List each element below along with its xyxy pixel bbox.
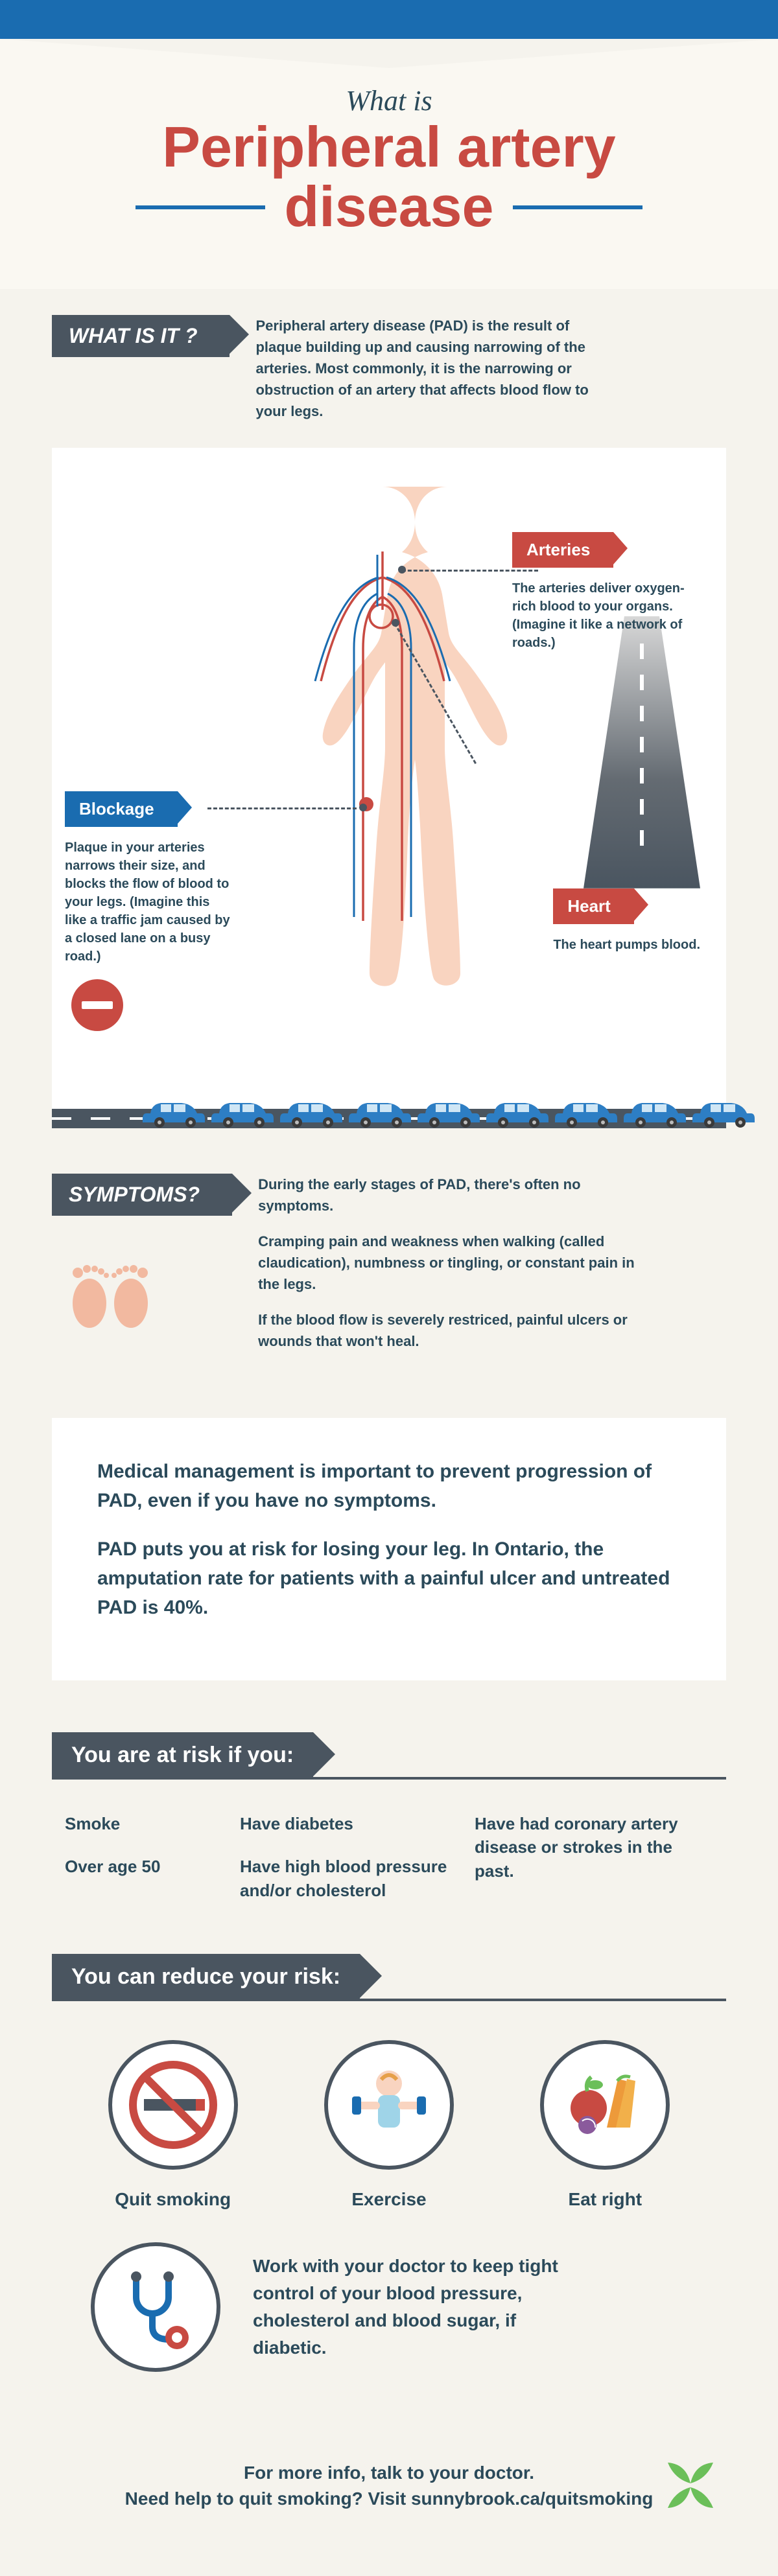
what-is-section: WHAT IS IT ? Peripheral artery disease (…	[0, 289, 778, 448]
footer: For more info, talk to your doctor. Need…	[0, 2437, 778, 2566]
anatomy-diagram: Arteries The arteries deliver oxygen-ric…	[52, 448, 726, 1128]
symptoms-flag: SYMPTOMS?	[52, 1174, 232, 1216]
car-icon	[349, 1093, 412, 1128]
no-entry-icon	[71, 979, 123, 1031]
symptom-item: During the early stages of PAD, there's …	[258, 1174, 647, 1216]
risk-item: Smoke	[65, 1812, 214, 1835]
traffic-jam	[52, 1057, 726, 1128]
risk-title: You are at risk if you:	[52, 1732, 313, 1778]
title-pre: What is	[52, 84, 726, 117]
risk-item: Over age 50	[65, 1855, 214, 1902]
reduce-item-eat-right: Eat right	[521, 2040, 689, 2210]
heart-label: Heart	[553, 888, 633, 924]
title-line1: Peripheral artery	[52, 117, 726, 177]
no-smoking-icon	[108, 2040, 238, 2170]
car-icon	[211, 1093, 275, 1128]
road-icon	[584, 616, 700, 888]
blockage-callout: Blockage Plaque in your arteries narrows…	[65, 791, 233, 966]
title-banner: What is Peripheral artery disease	[0, 39, 778, 289]
blockage-label: Blockage	[65, 791, 178, 827]
human-body-icon	[240, 480, 525, 1012]
top-bar	[0, 0, 778, 39]
reduce-item-exercise: Exercise	[305, 2040, 473, 2210]
heart-desc: The heart pumps blood.	[553, 936, 700, 954]
car-icon	[624, 1093, 687, 1128]
car-icon	[280, 1093, 344, 1128]
arteries-desc: The arteries deliver oxygen-rich blood t…	[512, 579, 707, 652]
risk-section: You are at risk if you: Smoke Have diabe…	[0, 1706, 778, 1947]
arteries-label: Arteries	[512, 532, 613, 568]
reduce-label: Quit smoking	[89, 2189, 257, 2210]
exercise-icon	[324, 2040, 454, 2170]
car-icon	[486, 1093, 550, 1128]
title-rule-right	[513, 205, 642, 209]
footer-line2: Need help to quit smoking? Visit sunnybr…	[52, 2489, 726, 2509]
reduce-section: You can reduce your risk: Quit smoking	[0, 1947, 778, 2437]
leaf-logo-icon	[655, 2450, 726, 2521]
heart-callout: Heart The heart pumps blood.	[553, 888, 700, 954]
eat-right-icon	[540, 2040, 670, 2170]
medmgmt-p2: PAD puts you at risk for losing your leg…	[97, 1535, 681, 1622]
car-icon	[555, 1093, 619, 1128]
symptoms-section: SYMPTOMS? During the early stages of PAD…	[0, 1128, 778, 1392]
symptom-item: If the blood flow is severely restriced,…	[258, 1309, 647, 1352]
title-rule-left	[136, 205, 265, 209]
blockage-desc: Plaque in your arteries narrows their si…	[65, 839, 233, 966]
car-icon	[143, 1093, 206, 1128]
doctor-advice: Work with your doctor to keep tight cont…	[52, 2229, 726, 2411]
medical-management: Medical management is important to preve…	[52, 1418, 726, 1680]
doctor-text: Work with your doctor to keep tight cont…	[253, 2253, 577, 2361]
feet-icon	[52, 1216, 169, 1336]
medmgmt-p1: Medical management is important to preve…	[97, 1457, 681, 1515]
car-icon	[692, 1093, 756, 1128]
reduce-label: Exercise	[305, 2189, 473, 2210]
what-is-flag: WHAT IS IT ?	[52, 315, 230, 357]
what-is-text: Peripheral artery disease (PAD) is the r…	[255, 315, 619, 422]
arteries-callout: Arteries The arteries deliver oxygen-ric…	[512, 532, 707, 652]
reduce-title: You can reduce your risk:	[52, 1954, 360, 2000]
reduce-item-quit-smoking: Quit smoking	[89, 2040, 257, 2210]
risk-item: Have diabetes	[240, 1812, 449, 1835]
reduce-label: Eat right	[521, 2189, 689, 2210]
stethoscope-icon	[91, 2242, 220, 2372]
footer-line1: For more info, talk to your doctor.	[52, 2463, 726, 2483]
symptom-item: Cramping pain and weakness when walking …	[258, 1231, 647, 1295]
title-line2: disease	[285, 177, 494, 237]
car-icon	[418, 1093, 481, 1128]
risk-list: Smoke Have diabetes Have had coronary ar…	[52, 1780, 726, 1921]
risk-item: Have had coronary artery disease or stro…	[475, 1812, 713, 1902]
risk-item: Have high blood pressure and/or choleste…	[240, 1855, 449, 1902]
symptoms-list: During the early stages of PAD, there's …	[258, 1174, 647, 1366]
